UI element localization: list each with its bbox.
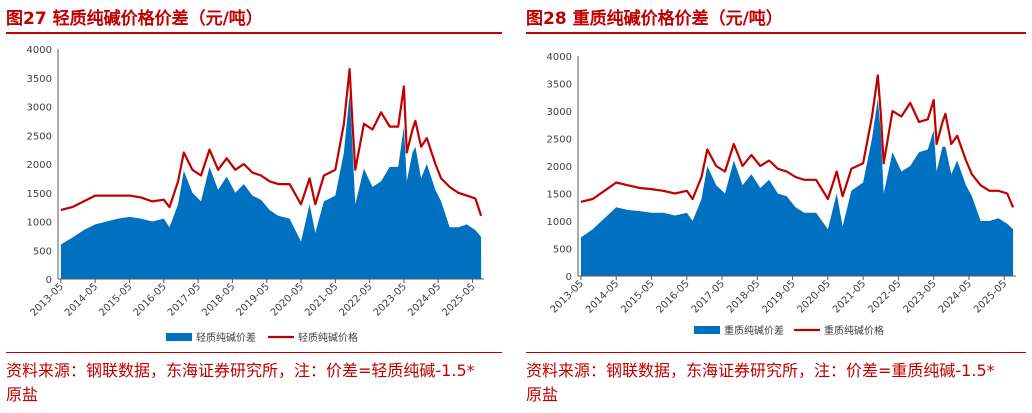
x-tick-label: 2019-05 — [234, 281, 271, 318]
x-tick-label: 2019-05 — [760, 278, 797, 315]
chart-svg: 050010001500200025003000350040002013-052… — [27, 45, 484, 344]
legend-label-spread: 重质纯碱价差 — [724, 324, 784, 337]
source-divider — [6, 352, 502, 353]
chart-svg: 050010001500200025003000350040002013-052… — [547, 52, 1016, 337]
right-chart-panel: 图28 重质纯碱价格价差（元/吨） 0 500 1000 1500 2000 2500 30… — [526, 0, 1026, 413]
x-tick-label: 2023-05 — [901, 278, 938, 315]
legend-swatch-spread — [166, 333, 192, 341]
y-tick-label: 4000 — [547, 52, 572, 63]
y-tick-label: 2000 — [547, 162, 572, 173]
spread-area-series — [580, 98, 1014, 277]
source-note-line-1: 资料来源：钢联数据，东海证券研究所，注：价差=轻质纯碱-1.5* — [6, 361, 475, 380]
spread-area-series — [60, 93, 482, 279]
title-divider — [6, 32, 502, 34]
chart-title: 图28 重质纯碱价格价差（元/吨） — [526, 9, 783, 29]
source-divider — [526, 352, 1026, 353]
x-tick-label: 2013-05 — [29, 281, 66, 318]
y-tick-label: 500 — [33, 246, 52, 257]
legend-label-price: 重质纯碱价格 — [824, 324, 884, 337]
x-tick-label: 2024-05 — [937, 278, 974, 315]
x-tick-label: 2020-05 — [796, 278, 833, 315]
x-tick-label: 2014-05 — [584, 278, 621, 315]
y-tick-label: 2500 — [547, 135, 572, 146]
y-tick-label: 3500 — [547, 80, 572, 91]
y-tick-label: 3000 — [547, 107, 572, 118]
x-tick-label: 2021-05 — [303, 281, 340, 318]
x-tick-label: 2025-05 — [972, 278, 1009, 315]
y-tick-label: 1500 — [27, 189, 52, 200]
y-tick-label: 1000 — [547, 217, 572, 228]
source-note-line-2: 原盐 — [526, 385, 559, 404]
x-tick-label: 2017-05 — [166, 281, 203, 318]
left-chart-panel: 图27 轻质纯碱价格价差（元/吨） 0 500 1000 1500 2000 2500 30… — [6, 0, 506, 413]
x-tick-label: 2023-05 — [372, 281, 409, 318]
x-tick-label: 2016-05 — [132, 281, 169, 318]
legend-label-spread: 轻质纯碱价差 — [196, 331, 256, 344]
source-note: 资料来源：钢联数据，东海证券研究所，注：价差=重质纯碱-1.5* 原盐 — [526, 359, 995, 407]
y-tick-label: 3000 — [27, 103, 52, 114]
source-note: 资料来源：钢联数据，东海证券研究所，注：价差=轻质纯碱-1.5* 原盐 — [6, 359, 475, 407]
y-tick-label: 1500 — [547, 190, 572, 201]
x-tick-label: 2022-05 — [866, 278, 903, 315]
y-tick-label: 2000 — [27, 160, 52, 171]
price-line-series — [60, 68, 483, 217]
x-tick-label: 2018-05 — [200, 281, 237, 318]
y-tick-label: 0 — [46, 275, 52, 286]
y-tick-label: 1000 — [27, 218, 52, 229]
chart-title: 图27 轻质纯碱价格价差（元/吨） — [6, 9, 263, 29]
price-line-series — [580, 74, 1015, 208]
x-tick-label: 2014-05 — [63, 281, 100, 318]
x-tick-label: 2020-05 — [269, 281, 306, 318]
x-tick-label: 2018-05 — [725, 278, 762, 315]
x-tick-label: 2015-05 — [619, 278, 656, 315]
x-tick-label: 2013-05 — [549, 278, 586, 315]
x-tick-label: 2017-05 — [690, 278, 727, 315]
y-tick-label: 0 — [566, 272, 572, 283]
y-tick-label: 4000 — [27, 45, 52, 56]
x-tick-label: 2024-05 — [406, 281, 443, 318]
source-note-line-1: 资料来源：钢联数据，东海证券研究所，注：价差=重质纯碱-1.5* — [526, 361, 995, 380]
source-note-line-2: 原盐 — [6, 385, 39, 404]
x-tick-label: 2022-05 — [337, 281, 374, 318]
y-tick-label: 2500 — [27, 131, 52, 142]
x-tick-label: 2021-05 — [831, 278, 868, 315]
x-tick-label: 2025-05 — [440, 281, 477, 318]
legend-swatch-spread — [694, 326, 720, 334]
legend-label-price: 轻质纯碱价格 — [298, 331, 358, 344]
y-tick-label: 500 — [553, 245, 572, 256]
x-tick-label: 2016-05 — [655, 278, 692, 315]
y-tick-label: 3500 — [27, 74, 52, 85]
title-divider — [526, 32, 1026, 34]
x-tick-label: 2015-05 — [97, 281, 134, 318]
